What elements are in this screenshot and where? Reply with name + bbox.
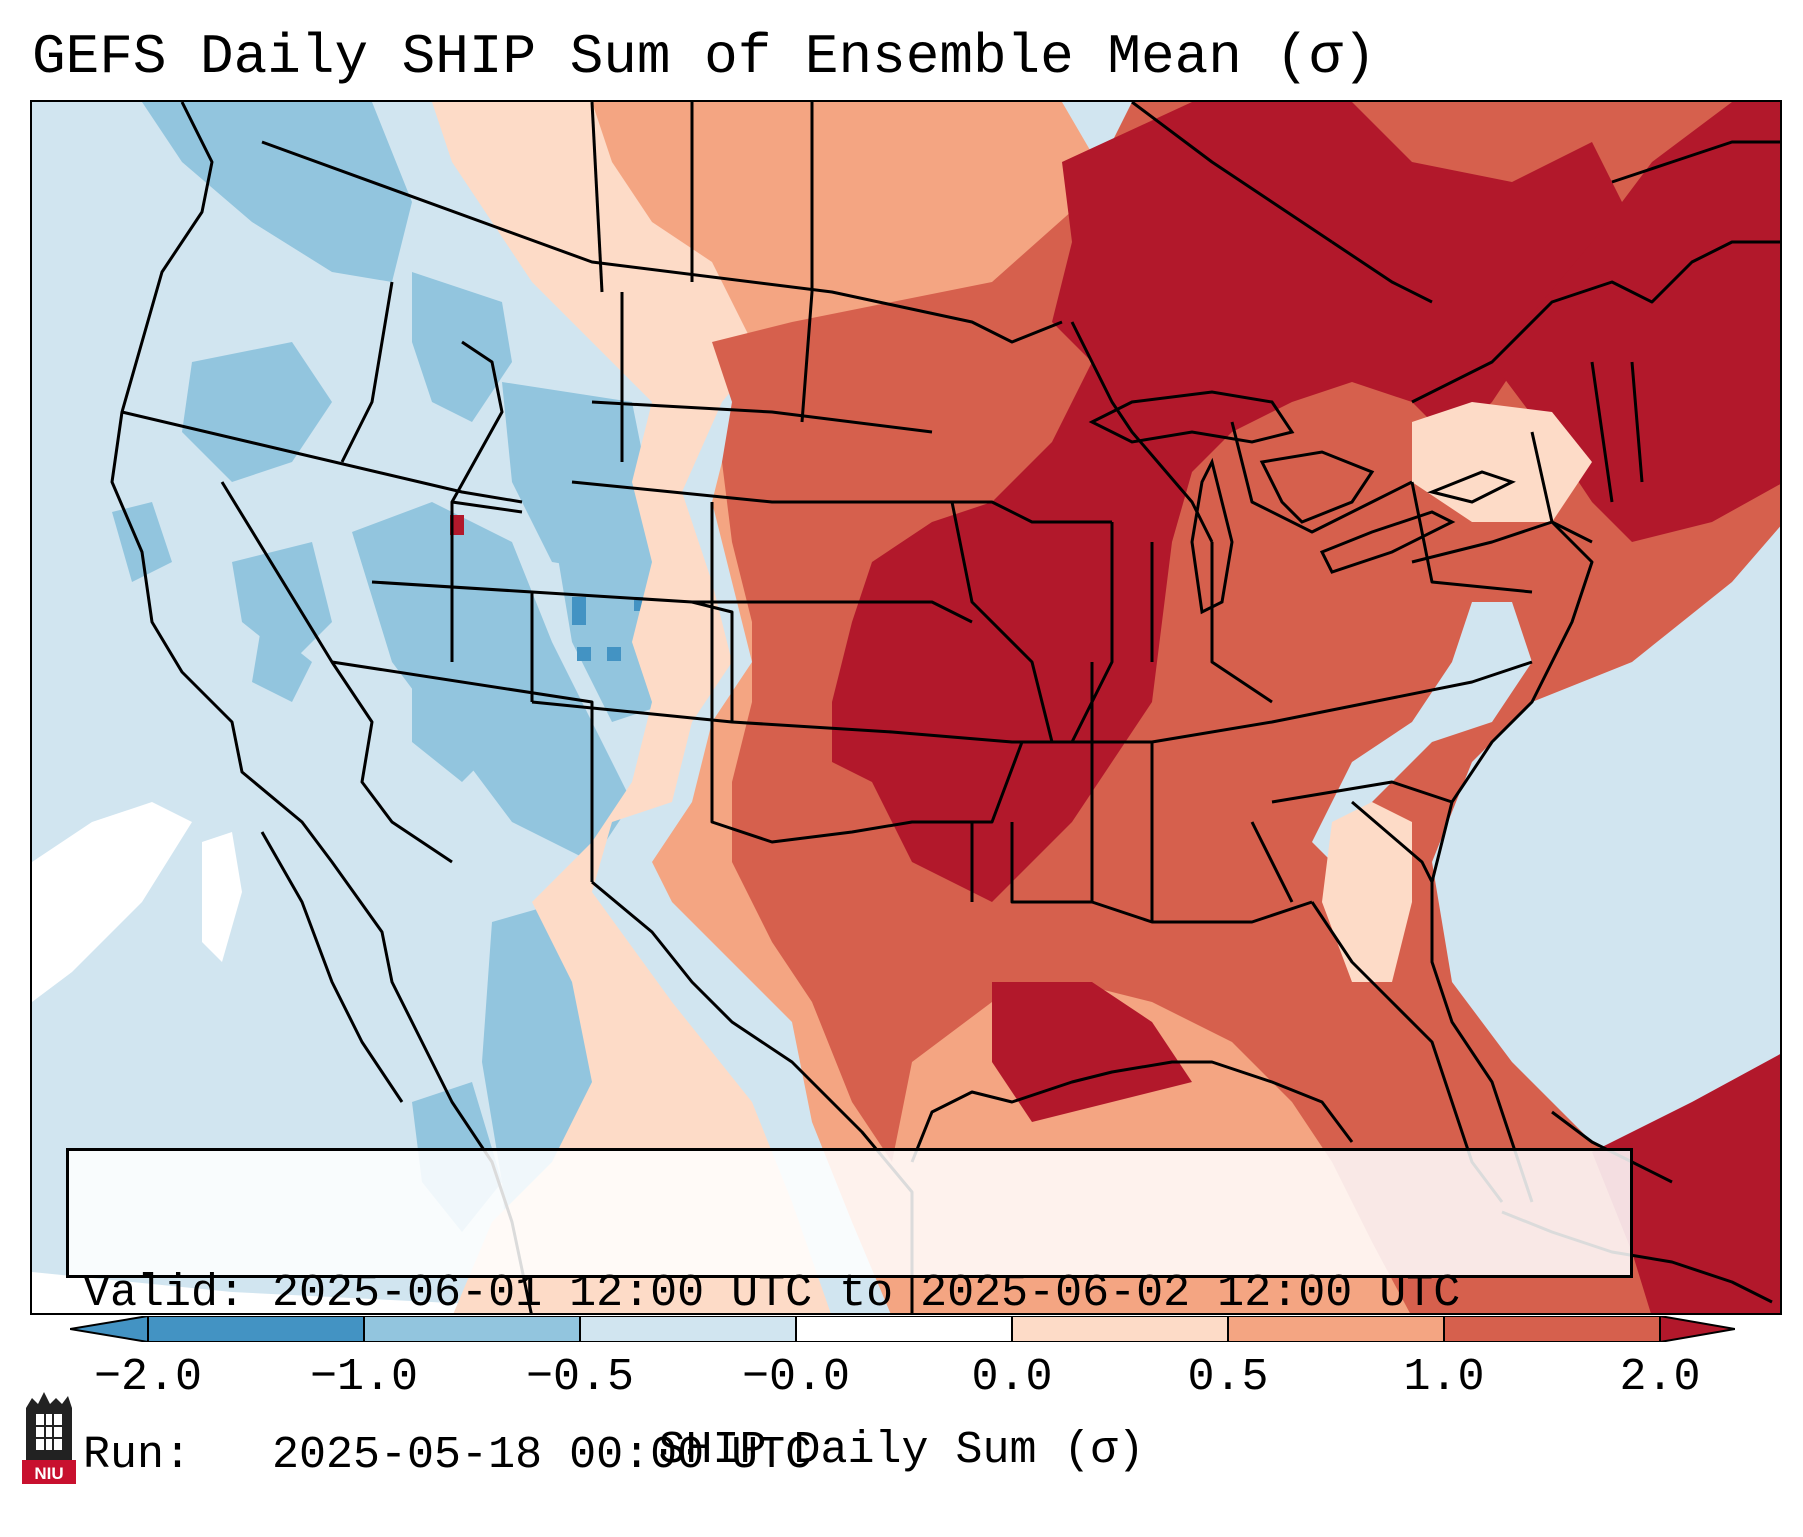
colorbar-bin [148, 1316, 364, 1342]
field-negative-east [1312, 602, 1532, 862]
colorbar [70, 1316, 1735, 1342]
tick-label: 0.0 [971, 1352, 1053, 1403]
field-positive-moderate [712, 102, 1780, 1313]
field-positive-east-weak [1322, 802, 1412, 982]
tick-label: −0.5 [525, 1352, 635, 1403]
colorbar-tick-labels: −2.0 −1.0 −0.5 −0.0 0.0 0.5 1.0 2.0 [0, 1352, 1803, 1412]
colorbar-bin [1228, 1316, 1444, 1342]
field-positive-ne-weak [1412, 402, 1592, 522]
niu-logo-icon: NIU [22, 1392, 76, 1484]
colorbar-bin [1444, 1316, 1660, 1342]
great-lakes [1088, 390, 1516, 615]
colorbar-bin [364, 1316, 580, 1342]
field-negative [112, 102, 692, 1313]
logo-text: NIU [34, 1464, 63, 1483]
colorbar-bin [580, 1316, 796, 1342]
tick-label: −2.0 [93, 1352, 203, 1403]
run-time-text: Run: 2025-05-18 00:00 UTC [83, 1430, 813, 1481]
tick-label: −1.0 [309, 1352, 419, 1403]
colorbar-bin [1012, 1316, 1228, 1342]
ship-map [32, 102, 1780, 1313]
field-positive-strong-gulf [992, 982, 1192, 1122]
colorbar-bin [796, 1316, 1012, 1342]
validity-info-box: Valid: 2025-06-01 12:00 UTC to 2025-06-0… [66, 1148, 1633, 1481]
colorbar-ticks [147, 1316, 1661, 1342]
tick-label: 1.0 [1403, 1352, 1485, 1403]
valid-time-text: Valid: 2025-06-01 12:00 UTC to 2025-06-0… [83, 1268, 1461, 1319]
tick-label: 0.5 [1187, 1352, 1269, 1403]
colorbar-extend-high [1660, 1316, 1735, 1342]
tick-label: 2.0 [1619, 1352, 1701, 1403]
field-positive-strong-se [1592, 1054, 1780, 1313]
map-panel [30, 100, 1782, 1315]
colorbar-label: SHIP Daily Sum (σ) [658, 1425, 1145, 1476]
tick-label: −0.0 [741, 1352, 851, 1403]
chart-title: GEFS Daily SHIP Sum of Ensemble Mean (σ) [32, 25, 1377, 89]
field-near-zero [32, 802, 652, 1313]
coastlines-and-borders [110, 102, 1780, 1313]
colorbar-extend-low [70, 1316, 148, 1342]
